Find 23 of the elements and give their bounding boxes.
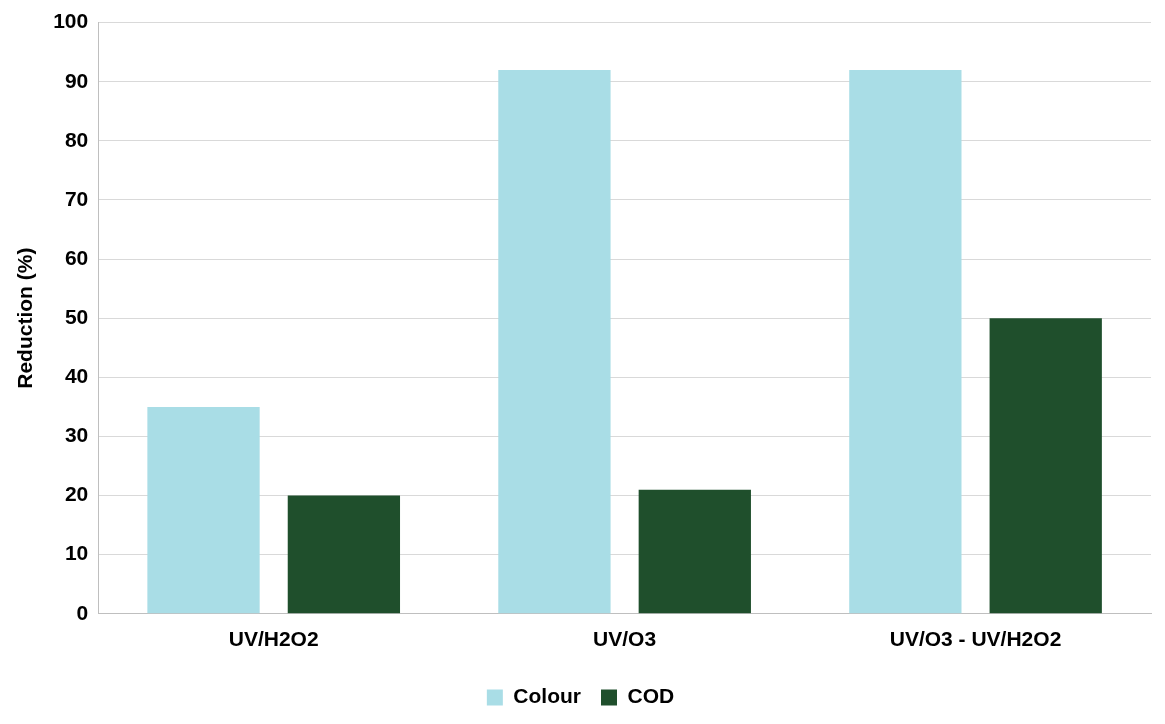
bar xyxy=(498,69,611,614)
x-tick-label: UV/O3 xyxy=(593,627,657,651)
y-tick-label: 80 xyxy=(64,127,89,151)
legend-label: Colour xyxy=(513,684,581,708)
y-tick-label: 70 xyxy=(64,186,89,210)
x-tick-label: UV/H2O2 xyxy=(228,627,319,651)
bar xyxy=(638,489,751,614)
x-tick-label: UV/O3 - UV/H2O2 xyxy=(889,627,1062,651)
y-tick-label: 0 xyxy=(76,600,89,624)
legend-label: COD xyxy=(627,684,675,708)
y-tick-label: 90 xyxy=(64,68,89,92)
bar xyxy=(989,318,1102,614)
y-tick-label: 20 xyxy=(64,482,89,506)
bar xyxy=(147,406,260,614)
y-tick-label: 30 xyxy=(64,423,89,447)
y-tick-label: 60 xyxy=(64,245,89,269)
y-tick-label: 50 xyxy=(64,305,89,328)
y-tick-label: 40 xyxy=(64,364,89,388)
y-tick-label: 10 xyxy=(64,541,89,565)
y-tick-label: 100 xyxy=(53,9,89,33)
bar xyxy=(287,495,401,614)
bar xyxy=(849,69,962,614)
y-axis-title: Reduction (%) xyxy=(13,247,37,389)
